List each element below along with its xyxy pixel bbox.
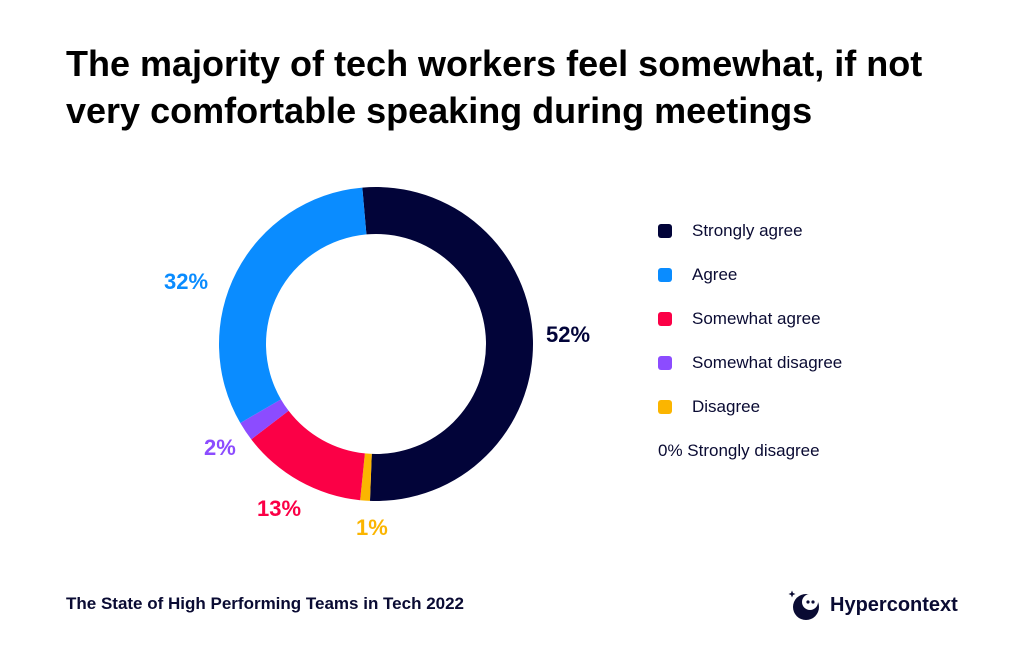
chart-title: The majority of tech workers feel somewh…: [66, 43, 923, 131]
slice-somewhat-disagree: [240, 399, 289, 440]
legend-label: Agree: [692, 265, 738, 284]
value-label-strongly-agree: 52%: [546, 322, 591, 347]
legend-swatch-disagree: [658, 400, 672, 414]
legend-item-somewhat-disagree: Somewhat disagree: [658, 350, 842, 376]
source-caption: The State of High Performing Teams in Te…: [66, 594, 465, 613]
value-label-somewhat-disagree: 2%: [204, 435, 236, 460]
value-label-somewhat-agree: 13%: [257, 496, 302, 521]
legend-swatch-strongly-agree: [658, 224, 672, 238]
value-label-agree: 32%: [164, 269, 209, 294]
legend-swatch-somewhat-agree: [658, 312, 672, 326]
brand-name: Hypercontext: [830, 593, 958, 616]
legend-swatch-agree: [658, 268, 672, 282]
legend-swatch-somewhat-disagree: [658, 356, 672, 370]
legend-label: Somewhat disagree: [692, 353, 843, 372]
slice-strongly-agree: [362, 187, 533, 502]
legend-label: Strongly agree: [692, 221, 803, 240]
legend-item-somewhat-agree: Somewhat agree: [658, 306, 842, 332]
legend-item-disagree: Disagree: [658, 394, 842, 420]
slice-agree: [219, 187, 367, 423]
legend-item-agree: Agree: [658, 262, 842, 288]
legend-item-strongly-agree: Strongly agree: [658, 218, 842, 244]
brand-mark: Hypercontext: [788, 588, 958, 622]
slice-somewhat-agree: [251, 410, 365, 501]
hypercontext-logo-icon: [788, 590, 819, 620]
legend-note: 0% Strongly disagree: [658, 441, 820, 460]
value-label-disagree: 1%: [356, 515, 388, 540]
slice-disagree: [360, 453, 372, 501]
legend-label: Somewhat agree: [692, 309, 821, 328]
chart-legend: Strongly agree Agree Somewhat agree Some…: [658, 218, 842, 464]
legend-label: Disagree: [692, 397, 761, 416]
